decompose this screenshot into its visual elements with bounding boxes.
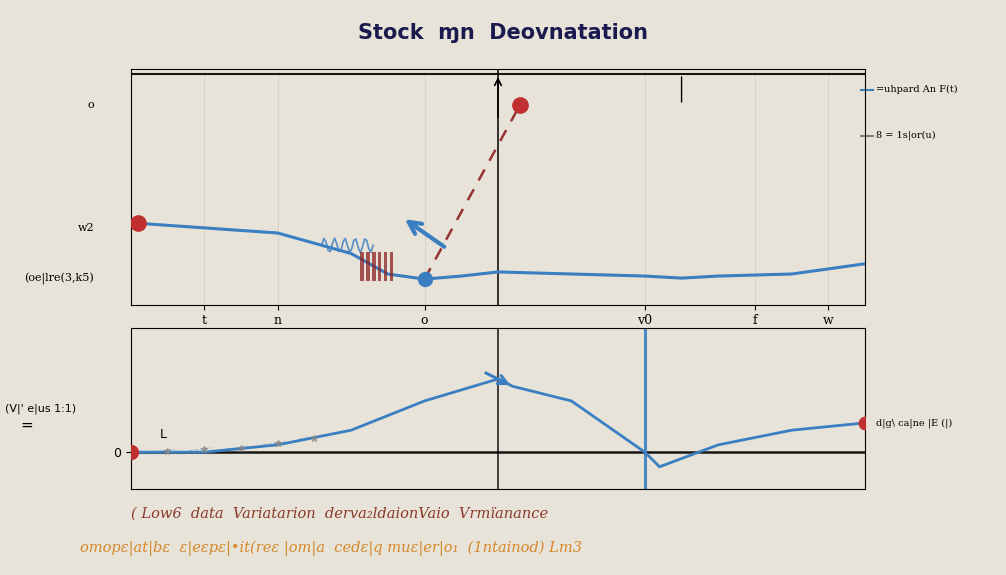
Bar [360,252,364,281]
Text: d|g\ ca|ne |E (|): d|g\ ca|ne |E (|) [876,418,953,428]
Y-axis label: (V|' e|us 1:1): (V|' e|us 1:1) [5,403,76,413]
Text: L: L [160,428,167,440]
Text: =uhpard An F(t): =uhpard An F(t) [876,85,958,94]
Text: o: o [88,100,95,110]
Bar [378,252,381,281]
Bar [390,252,393,281]
Text: (oe|lre(3,k5): (oe|lre(3,k5) [24,273,95,285]
Bar [384,252,387,281]
Bar [366,252,369,281]
Text: omopε|at|bε  ε|eεpε|•it(reε |om|a  cedε|q muε|er|o₁  (1ntainod) Lm3: omopε|at|bε ε|eεpε|•it(reε |om|a cedε|q … [80,540,582,556]
Text: =: = [20,418,33,433]
Text: ( Low6  data  Variatarion  derva₂ldaionVaio  Vrmïanance: ( Low6 data Variatarion derva₂ldaionVaio… [131,507,548,520]
Text: w2: w2 [77,223,95,233]
Bar [372,252,375,281]
Text: Stock  ɱn  Deovnatation: Stock ɱn Deovnatation [358,23,648,43]
Text: 8 = 1s|or(u): 8 = 1s|or(u) [876,131,936,140]
